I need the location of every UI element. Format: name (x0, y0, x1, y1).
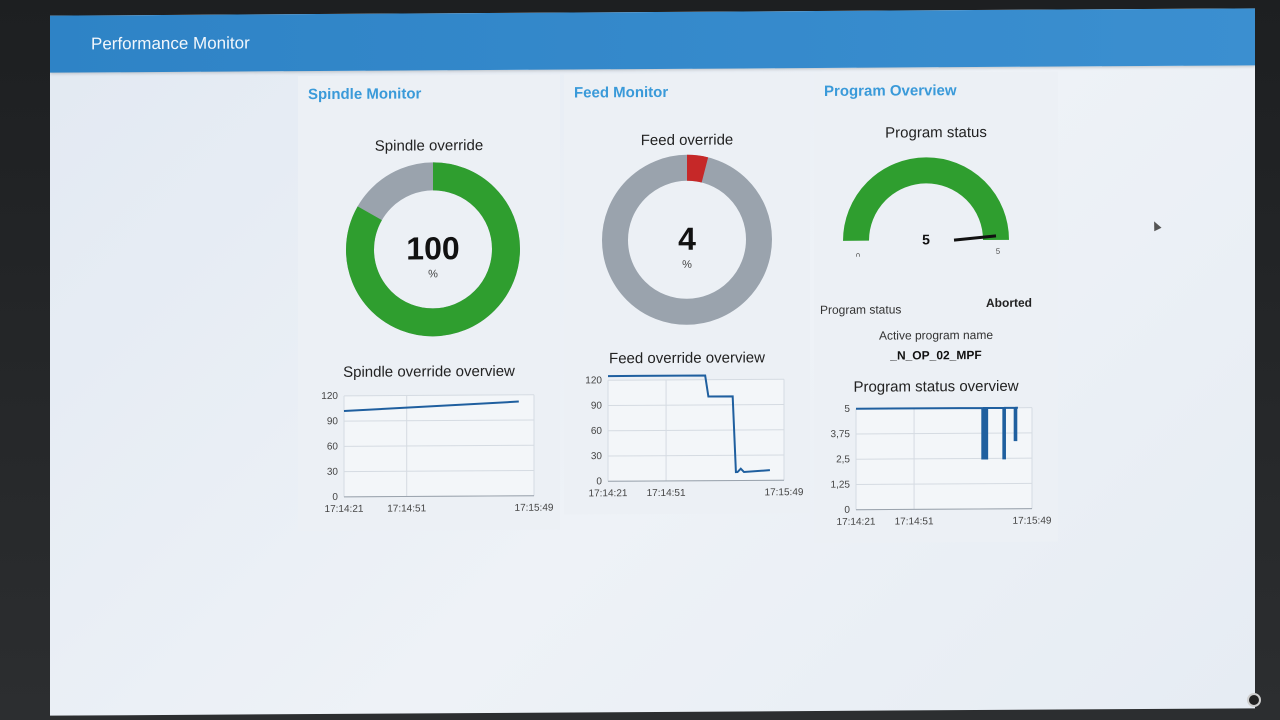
y-gridline (856, 482, 1032, 486)
y-tick-label: 3,75 (831, 429, 851, 440)
y-gridline (344, 394, 534, 397)
y-tick-label: 30 (327, 467, 339, 478)
spindle-gauge-title: Spindle override (374, 137, 484, 155)
x-axis (344, 495, 534, 498)
spindle-donut: 100 % (346, 162, 520, 337)
spindle-heading: Spindle Monitor (308, 85, 422, 104)
y-gridline (608, 403, 784, 407)
spindle-unit: % (428, 268, 438, 280)
program-chart-title: Program status overview (853, 377, 1019, 396)
x-tick-label: 17:15:49 (1013, 516, 1052, 527)
program-status-value: Aborted (986, 295, 1032, 310)
spindle-line-chart: 0 30 60 90 120 17:14:21 17:14:51 17:15:49 (321, 391, 554, 515)
top-bar: Performance Monitor (50, 8, 1255, 73)
feed-heading: Feed Monitor (574, 83, 669, 102)
feed-gauge-title: Feed override (640, 131, 734, 150)
y-gridline (608, 378, 784, 381)
spindle-panel: Spindle Monitor Spindle override 100 % S… (298, 74, 560, 532)
y-gridline (608, 454, 784, 457)
x-tick-label: 17:14:51 (387, 503, 426, 514)
feed-value: 4 (678, 221, 696, 257)
feed-panel: Feed Monitor Feed override 4 % Feed over… (564, 73, 810, 515)
program-gauge: 5 0 5 (843, 157, 1009, 257)
x-axis (856, 508, 1032, 511)
x-axis (608, 479, 784, 482)
y-tick-label: 60 (327, 441, 339, 452)
program-line-chart: 0 1,25 2,5 3,75 5 17:14:21 17:14:51 17:15:49 (831, 404, 1052, 528)
y-tick-label: 0 (596, 476, 602, 487)
x-tick-label: 17:14:51 (895, 516, 934, 527)
feed-unit: % (682, 259, 692, 271)
y-tick-label: 5 (844, 404, 850, 415)
program-panel: Program Overview Program status 5 0 5 Pr… (814, 71, 1058, 544)
app-title: Performance Monitor (91, 32, 250, 53)
spindle-chart-title: Spindle override overview (343, 362, 515, 381)
y-tick-label: 90 (327, 416, 339, 427)
program-heading: Program Overview (824, 82, 957, 100)
y-tick-label: 120 (585, 375, 602, 386)
y-gridline (344, 444, 534, 447)
program-gauge-title: Program status (885, 123, 987, 142)
y-tick-label: 30 (591, 451, 603, 462)
mouse-cursor-icon (1150, 219, 1162, 232)
y-tick-label: 0 (844, 505, 850, 516)
app-screen: Performance Monitor Spindle Monitor Spin… (50, 8, 1255, 716)
y-tick-label: 120 (321, 391, 338, 402)
program-gauge-needle (953, 234, 997, 242)
x-tick-label: 17:14:51 (647, 488, 686, 499)
series-line (856, 406, 1018, 460)
y-tick-label: 2,5 (836, 454, 850, 465)
program-gauge-min: 0 (856, 252, 861, 257)
x-tick-label: 17:15:49 (765, 487, 804, 498)
x-tick-label: 17:14:21 (325, 504, 364, 515)
feed-donut: 4 % (602, 154, 772, 325)
y-gridline (344, 419, 534, 422)
spindle-donut-fill (346, 162, 520, 337)
y-gridline (344, 469, 534, 473)
program-gauge-arc (843, 157, 1009, 242)
program-gauge-value: 5 (922, 231, 930, 247)
x-tick-label: 17:14:21 (589, 488, 628, 499)
active-program-value: _N_OP_02_MPF (890, 347, 982, 363)
y-tick-label: 0 (332, 492, 338, 503)
feed-chart-title: Feed override overview (609, 349, 765, 368)
x-tick-label: 17:15:49 (515, 503, 554, 514)
y-tick-label: 60 (591, 426, 603, 437)
x-tick-label: 17:14:21 (837, 517, 876, 528)
feed-donut-fill (602, 154, 772, 325)
y-tick-label: 90 (591, 401, 603, 412)
y-tick-label: 1,25 (831, 480, 851, 491)
spindle-value: 100 (406, 230, 459, 266)
program-gauge-max: 5 (996, 247, 1001, 256)
program-status-label: Program status (820, 302, 902, 317)
active-program-label: Active program name (878, 327, 994, 343)
power-icon[interactable] (1247, 693, 1261, 707)
series-line (343, 400, 519, 413)
series-line (608, 374, 770, 474)
feed-line-chart: 0 30 60 90 120 17:14:21 17:14:51 17:15:49 (585, 374, 804, 499)
y-gridline (608, 429, 784, 432)
